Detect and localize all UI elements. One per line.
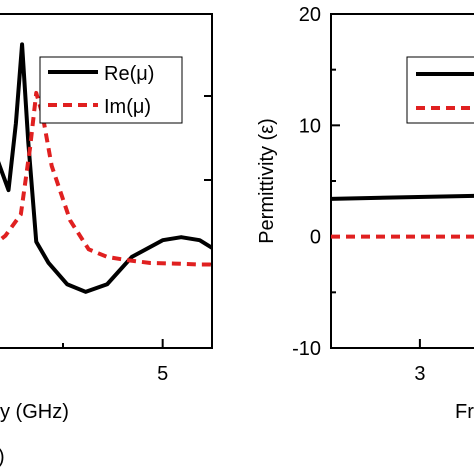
right-legend: [406, 56, 474, 124]
legend-label-im-mu: Im(μ): [104, 96, 151, 118]
right-series-line-solid: [330, 193, 474, 201]
left-series-line-im-mu: [0, 90, 212, 267]
left-x-tick-label: 5: [157, 363, 168, 385]
right-axis-ticks: -10 0 10 20 3: [292, 4, 425, 385]
left-x-axis-title: y (GHz): [0, 401, 69, 423]
right-y-tick-label: 10: [299, 115, 321, 137]
left-panel-label: ): [0, 446, 5, 468]
right-y-tick-label: -10: [292, 338, 321, 360]
left-chart-panel: 5 Re(μ) Im(μ) y (GHz) ): [0, 13, 214, 468]
left-legend-box: [39, 56, 183, 124]
right-x-tick-label: 3: [414, 363, 425, 385]
left-legend: Re(μ) Im(μ): [39, 56, 183, 124]
left-series-line-re-mu: [0, 42, 214, 294]
right-chart-panel: -10 0 10 20 3 Permittivity (ε) Fr: [256, 4, 474, 423]
left-series-group: [0, 42, 214, 294]
right-y-tick-label: 20: [299, 4, 321, 26]
right-y-axis-title: Permittivity (ε): [256, 118, 278, 244]
right-legend-box: [406, 56, 474, 124]
right-x-axis-title: Fr: [455, 401, 474, 423]
right-series-group: [330, 193, 474, 239]
legend-label-re-mu: Re(μ): [104, 63, 154, 85]
right-y-tick-label: 0: [310, 227, 321, 249]
